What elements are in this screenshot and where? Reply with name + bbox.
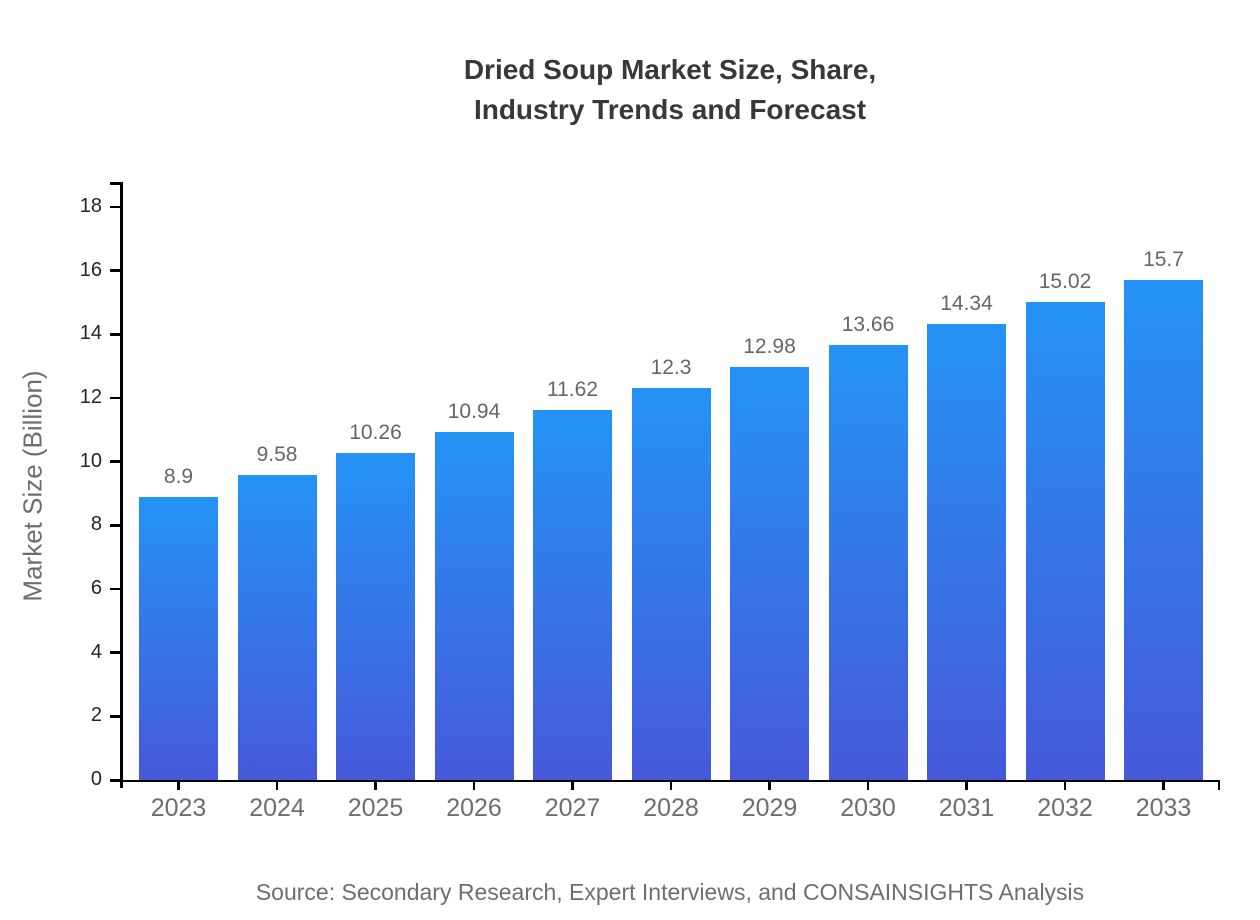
bar-value-label: 12.98 [743, 334, 796, 358]
x-tick [965, 782, 968, 790]
y-tick-label: 18 [79, 195, 102, 217]
x-tick [1063, 782, 1067, 790]
y-axis-end-cap [110, 182, 122, 185]
bar-value-label: 14.34 [940, 291, 993, 315]
x-tick-label: 2023 [150, 794, 207, 822]
x-tick [374, 782, 377, 790]
bar [336, 453, 415, 780]
bar [139, 496, 218, 780]
y-tick [110, 715, 120, 718]
bar [730, 366, 809, 780]
bar [434, 431, 514, 780]
x-axis-end-cap [1217, 779, 1220, 790]
y-tick-label: 10 [79, 449, 102, 472]
x-tick [177, 782, 180, 790]
bar-value-label: 10.94 [447, 399, 501, 423]
bar [927, 323, 1006, 780]
bar [1025, 301, 1105, 780]
source-note: Source: Secondary Research, Expert Inter… [255, 879, 1085, 905]
y-axis-line [120, 182, 123, 788]
x-tick [1162, 782, 1165, 790]
bar [1124, 280, 1203, 780]
x-tick-label: 2026 [446, 794, 502, 822]
x-tick-label: 2029 [741, 794, 798, 822]
y-tick-label: 16 [79, 258, 102, 281]
x-tick-label: 2024 [249, 794, 305, 822]
x-tick [571, 782, 574, 790]
x-tick [768, 782, 771, 790]
x-tick-label: 2032 [1037, 794, 1093, 822]
y-tick [110, 269, 120, 272]
y-tick [110, 396, 120, 400]
bar-value-label: 13.66 [841, 313, 895, 337]
y-tick-label: 4 [90, 640, 102, 663]
bar-value-label: 11.62 [547, 378, 598, 402]
y-tick [110, 205, 120, 209]
bar-value-label: 15.02 [1038, 269, 1092, 293]
x-tick-label: 2033 [1135, 794, 1192, 822]
chart-title-line1: Dried Soup Market Size, Share, [463, 54, 877, 85]
chart-title: Dried Soup Market Size, Share, Industry … [120, 50, 1220, 130]
y-tick [110, 524, 120, 527]
plot-area: 0 2 4 6 8 10 12 14 16 18 8.9 2023 9.58 2024 10.26 2025… [80, 182, 1220, 822]
x-axis-line [110, 779, 1220, 782]
y-tick [110, 778, 120, 782]
y-tick-label: 12 [79, 386, 102, 408]
x-tick [472, 782, 476, 790]
x-tick-label: 2031 [938, 794, 995, 822]
y-tick-label: 14 [79, 322, 102, 345]
y-tick-label: 0 [90, 768, 102, 790]
x-tick-label: 2030 [840, 794, 896, 822]
x-tick-label: 2027 [544, 794, 601, 822]
y-tick [110, 587, 120, 591]
x-tick-label: 2025 [347, 794, 404, 822]
y-tick-label: 2 [90, 704, 102, 727]
y-tick [110, 333, 120, 336]
bar [237, 475, 317, 780]
bar-value-label: 8.9 [163, 464, 194, 488]
chart-title-line2: Industry Trends and Forecast [473, 94, 867, 125]
y-tick [110, 651, 120, 654]
y-tick [110, 460, 120, 463]
x-tick [866, 782, 870, 790]
bar-value-label: 9.58 [256, 443, 298, 467]
bar-value-label: 15.7 [1143, 248, 1184, 272]
y-tick-label: 8 [90, 513, 102, 536]
bar [533, 410, 612, 780]
bar-value-label: 12.3 [650, 356, 692, 380]
bar [631, 388, 711, 780]
y-tick-label: 6 [90, 577, 102, 599]
bar [828, 345, 908, 780]
x-tick [275, 782, 279, 790]
y-axis-title: Market Size (Billion) [17, 370, 48, 602]
bar-value-label: 10.26 [349, 421, 402, 445]
x-tick [669, 782, 673, 790]
x-tick-label: 2028 [643, 794, 699, 822]
